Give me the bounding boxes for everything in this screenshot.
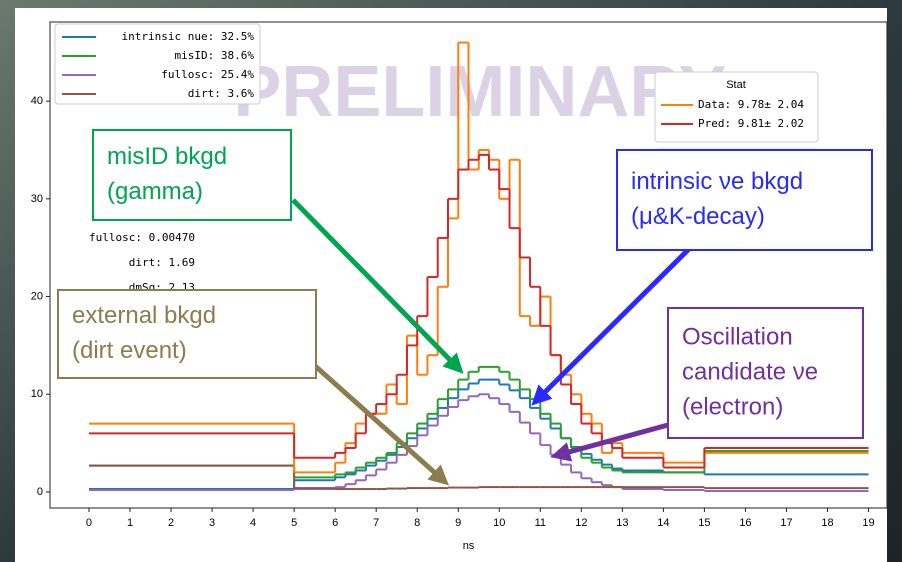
x-tick-label: 9 — [455, 517, 461, 529]
y-tick-label: 30 — [31, 193, 43, 205]
legend-label: misID: 38.6% — [175, 49, 255, 62]
annotation-text: external bkgd — [72, 302, 216, 329]
legend-box — [54, 23, 261, 105]
fit-param: dirt: 1.69 — [129, 256, 195, 269]
annotation-text: candidate νe — [682, 358, 818, 385]
annotation-text: (dirt event) — [72, 337, 187, 364]
x-tick-label: 11 — [535, 517, 546, 529]
legend-label: Data: 9.78± 2.04 — [698, 98, 804, 111]
x-tick-label: 17 — [780, 517, 792, 529]
x-tick-label: 8 — [414, 517, 420, 529]
annotation-text: (gamma) — [107, 178, 203, 205]
annotation-arrow — [550, 422, 669, 462]
y-tick-label: 0 — [37, 486, 43, 498]
x-tick-label: 1 — [127, 517, 133, 529]
x-tick-label: 14 — [657, 517, 669, 529]
legend-label: dirt: 3.6% — [188, 87, 255, 100]
annotation-text: (electron) — [682, 393, 783, 420]
x-tick-label: 3 — [209, 517, 215, 529]
x-tick-label: 0 — [86, 517, 92, 529]
x-axis-label: ns — [463, 540, 475, 552]
y-tick-label: 40 — [31, 95, 43, 107]
annotation-box — [57, 289, 317, 379]
x-tick-label: 7 — [373, 517, 379, 529]
x-tick-label: 19 — [862, 517, 874, 529]
legend-label: Pred: 9.81± 2.02 — [698, 117, 804, 130]
legend-label: intrinsic nue: 32.5% — [122, 30, 255, 43]
x-tick-label: 15 — [698, 517, 710, 529]
fit-param: fullosc: 0.00470 — [89, 231, 195, 244]
annotation-box — [92, 129, 292, 221]
annotation-arrow — [291, 198, 464, 374]
x-tick-label: 5 — [291, 517, 297, 529]
x-tick-label: 13 — [616, 517, 628, 529]
y-tick-label: 10 — [31, 388, 43, 400]
annotation-arrow — [531, 236, 702, 406]
step-series — [88, 464, 869, 491]
annotation-arrow — [293, 346, 449, 486]
legend-label: fullosc: 25.4% — [161, 68, 254, 81]
step-series — [88, 153, 869, 469]
annotation-text: misID bkgd — [107, 143, 227, 170]
x-tick-label: 4 — [250, 517, 256, 529]
x-tick-label: 16 — [739, 517, 751, 529]
x-tick-label: 2 — [168, 517, 174, 529]
x-tick-label: 6 — [332, 517, 338, 529]
annotation-box — [667, 307, 864, 439]
x-tick-label: 12 — [575, 517, 587, 529]
annotation-text: Oscillation — [682, 323, 793, 350]
annotation-text: (μ&K-decay) — [631, 203, 765, 230]
stat-legend-box — [654, 71, 819, 143]
annotation-text: intrinsic νe bkgd — [631, 168, 803, 195]
stat-legend-title: Stat — [726, 79, 746, 91]
y-tick-label: 20 — [31, 290, 43, 302]
watermark: PRELIMINARY — [233, 52, 726, 132]
annotation-box — [616, 149, 873, 251]
plot-frame — [49, 21, 888, 509]
x-tick-label: 10 — [493, 517, 505, 529]
x-tick-label: 18 — [821, 517, 833, 529]
